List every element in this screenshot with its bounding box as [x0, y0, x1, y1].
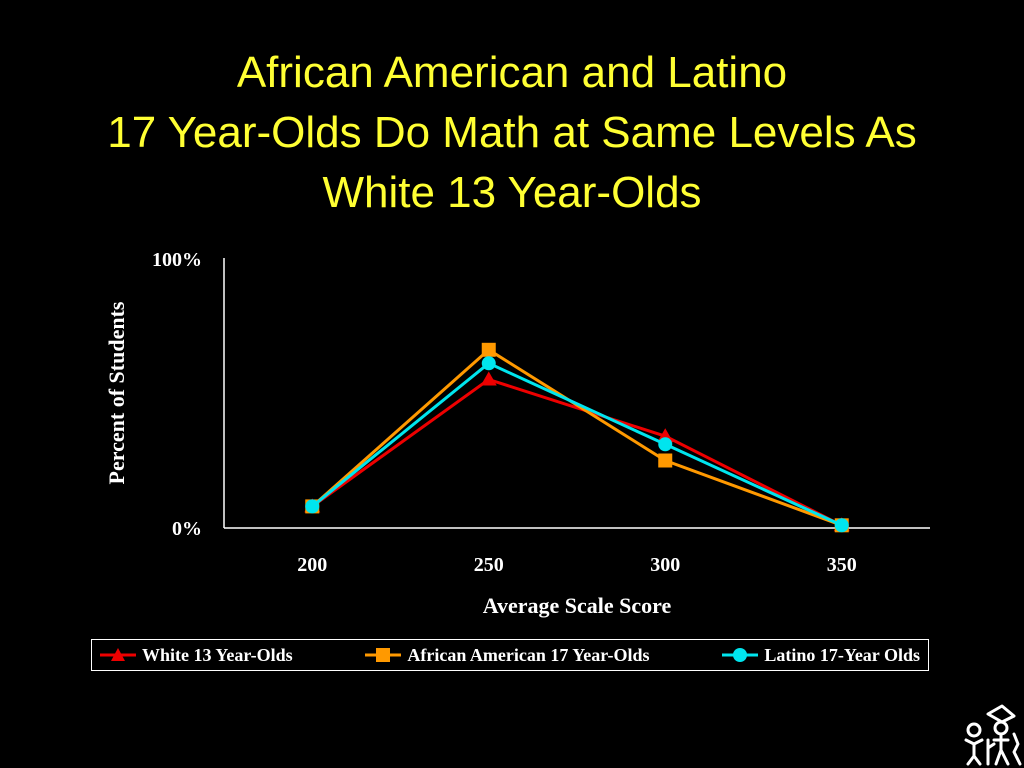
- x-axis-label: Average Scale Score: [483, 593, 672, 618]
- series-layer: [304, 342, 850, 533]
- series-line-latino-17-year-olds: [311, 361, 843, 527]
- title-line-1: African American and Latino: [236, 48, 788, 97]
- data-point-african-american-17-year-olds-250: [481, 342, 496, 357]
- legend-item-white-13: White 13 Year-Olds: [100, 645, 293, 666]
- data-point-latino-17-year-olds-350: [834, 518, 849, 533]
- series-line-white-13-year-olds: [311, 377, 843, 527]
- line-chart: 100% 0% 200 250 300 350 Average Scale Score…: [104, 249, 930, 618]
- circle-marker-icon: [722, 648, 759, 662]
- y-axis-label: Percent of Students: [104, 301, 129, 484]
- chart-legend: White 13 Year-Olds African American 17 Y…: [91, 639, 929, 671]
- title-line-3: White 13 Year-Olds: [322, 168, 702, 217]
- legend-label-african-american-17: African American 17 Year-Olds: [407, 644, 650, 665]
- series-line-african-american-17-year-olds: [311, 347, 843, 527]
- legend-label-latino-17: Latino 17-Year Olds: [764, 644, 920, 665]
- series-african-american-17-year-olds: [305, 342, 849, 533]
- legend-item-african-american-17: African American 17 Year-Olds: [365, 644, 650, 666]
- y-tick-label-max: 100%: [152, 249, 202, 271]
- data-point-latino-17-year-olds-200: [305, 499, 320, 514]
- data-point-latino-17-year-olds-250: [481, 356, 496, 371]
- data-point-african-american-17-year-olds-300: [658, 453, 673, 468]
- series-white-13-year-olds: [304, 371, 850, 532]
- legend-label-white-13: White 13 Year-Olds: [142, 644, 293, 665]
- series-latino-17-year-olds: [305, 356, 849, 533]
- x-tick-label-200: 200: [297, 554, 327, 576]
- title-line-2: 17 Year-Olds Do Math at Same Levels As: [107, 108, 917, 157]
- chart-axes: [223, 258, 930, 529]
- data-point-white-13-year-olds-250: [480, 371, 497, 386]
- people-group-icon: [964, 704, 1022, 766]
- legend-item-latino-17: Latino 17-Year Olds: [722, 645, 920, 666]
- data-point-latino-17-year-olds-300: [658, 437, 673, 452]
- triangle-marker-icon: [100, 648, 136, 661]
- x-tick-label-300: 300: [650, 554, 680, 576]
- y-tick-label-min: 0%: [172, 518, 202, 540]
- square-marker-icon: [365, 648, 402, 662]
- x-tick-label-250: 250: [474, 554, 504, 576]
- x-tick-labels: 200 250 300 350: [297, 554, 857, 576]
- x-tick-label-350: 350: [827, 554, 857, 576]
